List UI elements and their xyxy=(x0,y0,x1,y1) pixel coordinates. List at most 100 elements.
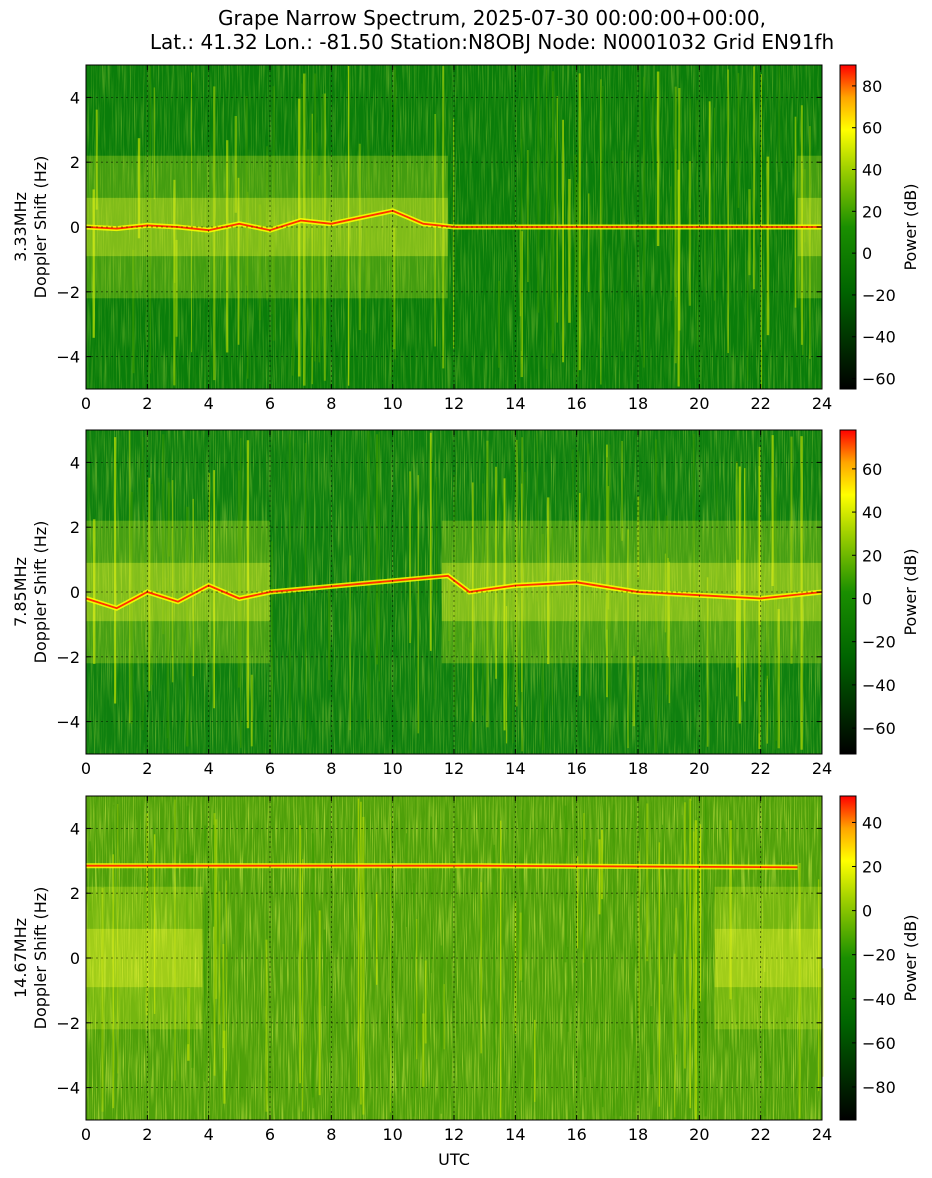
y-tick-label: −4 xyxy=(56,713,80,732)
heatmap-streak xyxy=(550,137,552,331)
x-tick-label: 4 xyxy=(204,759,214,778)
colorbar-tick-label: −60 xyxy=(862,1034,896,1053)
heatmap-streak xyxy=(191,72,193,353)
colorbar-tick-label: 40 xyxy=(862,503,882,522)
x-tick-label: 0 xyxy=(81,1125,91,1144)
heatmap-streak xyxy=(541,534,544,751)
heatmap-streak xyxy=(300,83,304,270)
heatmap-streak xyxy=(225,880,228,1071)
colorbar xyxy=(839,429,857,755)
x-axis-label: UTC xyxy=(438,1150,470,1169)
x-tick-label: 16 xyxy=(566,394,586,413)
x-tick-label: 0 xyxy=(81,394,91,413)
heatmap-streak xyxy=(665,515,669,695)
heatmap-streak xyxy=(173,282,176,388)
x-tick-label: 4 xyxy=(204,1125,214,1144)
heatmap-streak xyxy=(339,221,342,289)
heatmap-streak xyxy=(766,599,769,679)
heatmap-streak xyxy=(744,468,746,702)
heatmap-streak xyxy=(587,443,590,573)
heatmap-streak xyxy=(153,834,156,1014)
heatmap-streak xyxy=(515,439,518,707)
active-region xyxy=(86,886,203,1030)
heatmap-streak xyxy=(818,879,820,1092)
heatmap-streak xyxy=(546,69,548,370)
heatmap-streak xyxy=(520,138,522,352)
x-tick-label: 8 xyxy=(326,759,336,778)
x-tick-label: 24 xyxy=(812,394,832,413)
heatmap-streak xyxy=(405,833,408,927)
heatmap-streak xyxy=(621,440,623,541)
heatmap-streak xyxy=(727,69,729,354)
heatmap-streak xyxy=(521,437,523,752)
heatmap-streak xyxy=(167,482,171,557)
heatmap-streak xyxy=(766,675,768,744)
heatmap-streak xyxy=(101,888,104,1112)
heatmap-streak xyxy=(298,98,301,377)
colorbar-tick-label: 80 xyxy=(862,77,882,96)
heatmap-streak xyxy=(568,178,571,323)
heatmap-streak xyxy=(471,482,474,722)
heatmap-streak xyxy=(149,66,151,374)
heatmap-streak xyxy=(424,960,427,1044)
colorbar-tick-label: 0 xyxy=(862,902,872,921)
heatmap-streak xyxy=(694,820,697,1120)
heatmap-streak xyxy=(714,107,716,301)
heatmap-streak xyxy=(240,438,242,748)
y-tick-label: 0 xyxy=(70,949,80,968)
heatmap-streak xyxy=(758,446,761,625)
heatmap-streak xyxy=(141,437,144,731)
x-tick-label: 20 xyxy=(689,394,709,413)
chart-title-line-1: Grape Narrow Spectrum, 2025-07-30 00:00:… xyxy=(218,6,766,30)
heatmap-streak xyxy=(215,819,218,999)
heatmap-streak xyxy=(697,816,700,1112)
heatmap-streak xyxy=(323,929,326,1007)
heatmap-streak xyxy=(661,824,663,985)
heatmap-streak xyxy=(704,797,707,1117)
heatmap-streak xyxy=(521,483,523,693)
y-axis-label: Doppler Shift (Hz) xyxy=(31,156,50,299)
heatmap-streaks xyxy=(89,797,824,1120)
x-tick-label: 18 xyxy=(628,1125,648,1144)
heatmap-streak xyxy=(674,149,677,297)
y-tick-label: 4 xyxy=(70,819,80,838)
heatmap-streak xyxy=(778,66,780,172)
heatmap-streak xyxy=(442,66,445,369)
y-tick-label: −4 xyxy=(56,1079,80,1098)
heatmap-streak xyxy=(650,1006,653,1075)
heatmap-streak xyxy=(234,116,237,213)
heatmap-streak xyxy=(794,116,797,308)
y-tick-label: 2 xyxy=(70,884,80,903)
heatmap-streak xyxy=(677,169,680,387)
colorbar-label: Power (dB) xyxy=(901,183,920,270)
heatmap-streak xyxy=(493,844,495,1083)
heatmap-streak xyxy=(588,193,590,293)
x-tick-label: 20 xyxy=(689,759,709,778)
x-tick-label: 22 xyxy=(750,394,770,413)
heatmap-streak xyxy=(495,466,497,679)
heatmap-streak xyxy=(527,150,529,283)
x-tick-label: 18 xyxy=(628,394,648,413)
heatmap-streak xyxy=(588,485,590,748)
heatmap-streak xyxy=(422,1013,425,1087)
heatmap-streak xyxy=(208,472,211,579)
heatmap-streak xyxy=(693,831,695,1010)
heatmap-streak xyxy=(613,804,615,1116)
active-region-core xyxy=(86,928,203,988)
heatmap-streak xyxy=(567,946,569,1032)
heatmap-streak xyxy=(328,962,331,1063)
y-tick-label: 0 xyxy=(70,218,80,237)
heatmap-streak xyxy=(748,189,751,276)
heatmap-streak xyxy=(375,434,379,665)
heatmap-streak xyxy=(764,971,767,1117)
heatmap-streak xyxy=(577,451,579,580)
heatmap-streak xyxy=(245,96,248,286)
heatmap-streak xyxy=(716,466,718,584)
heatmap-streak xyxy=(161,434,165,635)
heatmap-streak xyxy=(311,113,314,385)
heatmap-streak xyxy=(675,907,677,1055)
heatmap-streak xyxy=(213,813,216,1076)
colorbar-tick-label: −20 xyxy=(862,946,896,965)
heatmap-streak xyxy=(547,497,550,665)
